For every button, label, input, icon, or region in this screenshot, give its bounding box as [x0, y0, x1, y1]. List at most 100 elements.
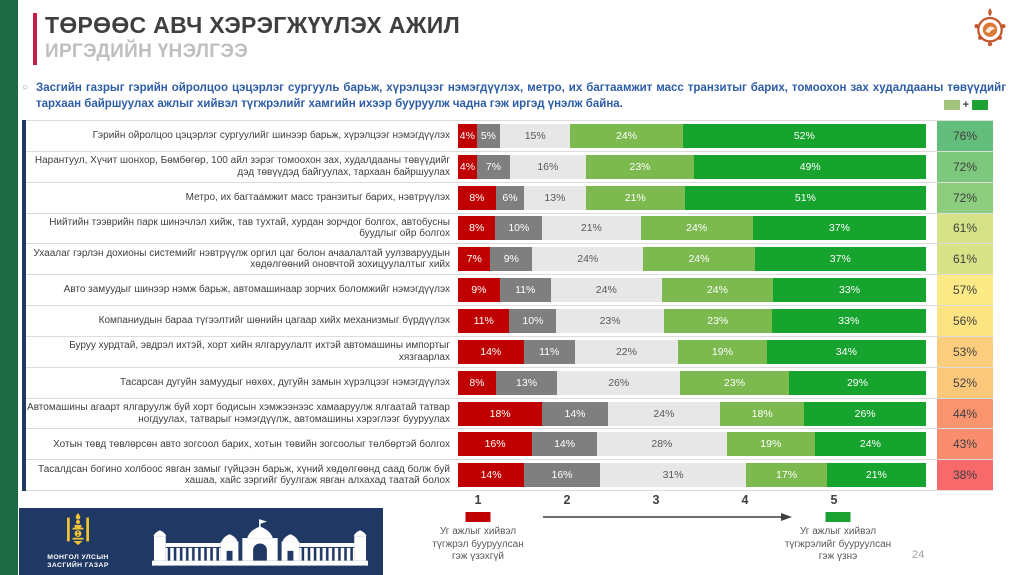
bar-segment-rating-1: 14%	[458, 339, 524, 364]
stacked-bar: 14% 11% 22% 19% 34%	[458, 339, 926, 364]
row-label: Авто замуудыг шинээр нэмж барьж, автомаш…	[63, 284, 450, 296]
row-label: Хотын төвд төвлөрсөн авто зогсоол барих,…	[53, 438, 450, 450]
legend-top-right: +	[943, 99, 988, 111]
bar-segment-rating-2: 14%	[532, 432, 598, 457]
row-label: Автомашины агаарт ялгаруулж буй хорт бод…	[27, 402, 450, 425]
caption-right-swatch	[825, 512, 851, 522]
bar-segment-rating-2: 10%	[495, 216, 543, 241]
chart-row: Тасалдсан богино холбоос явган замыг гүй…	[26, 460, 993, 492]
stacked-bar: 8% 10% 21% 24% 37%	[458, 216, 926, 241]
row-label: Тасалдсан богино холбоос явган замыг гүй…	[38, 463, 450, 487]
bar-segment-rating-4: 24%	[661, 278, 774, 303]
bar-segment-rating-5: 52%	[682, 123, 926, 148]
bar-segment-rating-5: 37%	[752, 216, 926, 241]
chart-row: Авто замуудыг шинээр нэмж барьж, автомаш…	[26, 275, 993, 307]
total-cell: 61%	[937, 244, 993, 275]
page-title: ТӨРӨӨС АВЧ ХЭРЭГЖҮҮЛЭХ АЖИЛ	[45, 12, 461, 38]
caption-right: Уг ажлыг хийвэл түгжрэлийг бууруулсан гэ…	[785, 526, 891, 564]
bar-segment-rating-2: 5%	[476, 123, 501, 148]
bar-segment-rating-4: 24%	[570, 123, 683, 148]
row-label: Тасарсан дугуйн замуудыг нөхөх, дугуйн з…	[119, 376, 450, 388]
chart-rows: Гэрийн ойролцоо цэцэрлэг сургуулийг шинэ…	[26, 120, 993, 492]
bar-segment-rating-3: 13%	[524, 185, 586, 210]
stacked-bar: 4% 5% 15% 24% 52%	[458, 123, 926, 148]
bar-segment-rating-4: 18%	[720, 401, 805, 426]
total-cell: 52%	[937, 367, 993, 398]
bar-segment-rating-1: 7%	[458, 247, 491, 272]
government-logo-block: МОНГОЛ УЛСЫН ЗАСГИЙН ГАЗАР	[19, 512, 137, 571]
bar-segment-rating-3: 24%	[532, 247, 644, 272]
row-label: Нийтийн тээврийн парк шинэчлэл хийж, тав…	[49, 216, 450, 240]
bar-segment-rating-5: 29%	[788, 370, 926, 395]
stacked-bar: 11% 10% 23% 23% 33%	[458, 308, 926, 333]
bar-segment-rating-3: 16%	[510, 154, 586, 179]
bar-segment-rating-4: 24%	[640, 216, 753, 241]
stacked-bar: 14% 16% 31% 17% 21%	[458, 463, 926, 488]
bar-segment-rating-3: 22%	[575, 339, 678, 364]
bar-segment-rating-1: 11%	[458, 308, 510, 333]
row-label: Буруу хурдтай, эвдрэл ихтэй, хорт хийн я…	[69, 340, 450, 363]
bar-segment-rating-4: 23%	[680, 370, 789, 395]
bar-segment-rating-4: 23%	[663, 308, 772, 333]
bar-segment-rating-3: 23%	[556, 308, 664, 333]
bar-segment-rating-5: 26%	[804, 401, 926, 426]
legend-light-green-swatch	[943, 100, 960, 110]
total-cell: 38%	[937, 460, 993, 491]
title-accent-bar	[33, 13, 37, 65]
bar-segment-rating-1: 8%	[458, 370, 496, 395]
bar-segment-rating-4: 19%	[677, 339, 767, 364]
chart-row: Метро, их багтаамжит масс транзитыг бари…	[26, 182, 993, 214]
caption-left: Уг ажлыг хийвэл түгжрэл бууруулсан гэж ү…	[432, 526, 524, 564]
total-cell: 43%	[937, 429, 993, 460]
total-cell: 76%	[937, 121, 993, 151]
bar-segment-rating-1: 18%	[458, 401, 543, 426]
footer-banner: МОНГОЛ УЛСЫН ЗАСГИЙН ГАЗАР	[19, 508, 383, 575]
bar-segment-rating-1: 4%	[458, 123, 477, 148]
bar-segment-rating-5: 37%	[754, 247, 926, 272]
page-subtitle: ИРГЭДИЙН ҮНЭЛГЭЭ	[45, 41, 249, 62]
bar-segment-rating-4: 19%	[726, 432, 815, 457]
intro-text: Засгийн газрыг гэрийн ойролцоо цэцэрлэг …	[36, 82, 1006, 110]
government-name-line1: МОНГОЛ УЛСЫН	[47, 553, 109, 561]
chart-row: Автомашины агаарт ялгаруулж буй хорт бод…	[26, 398, 993, 430]
bar-segment-rating-1: 4%	[458, 154, 477, 179]
stacked-bar: 4% 7% 16% 23% 49%	[458, 154, 927, 179]
chart-row: Хотын төвд төвлөрсөн авто зогсоол барих,…	[26, 429, 993, 461]
bar-segment-rating-3: 15%	[500, 123, 571, 148]
caption-right-line3: гэж үзнэ	[818, 551, 858, 562]
bar-segment-rating-2: 10%	[509, 308, 557, 333]
total-cell: 61%	[937, 213, 993, 244]
government-palace-icon	[137, 508, 383, 575]
bar-segment-rating-5: 24%	[814, 432, 927, 457]
bar-segment-rating-2: 7%	[476, 154, 510, 179]
chart-row: Компаниудын бараа түгээлтийг шөнийн цага…	[26, 306, 993, 337]
state-emblem-icon	[972, 6, 1008, 53]
caption-left-line3: гэж үзэхгүй	[451, 551, 505, 562]
row-label: Нарантуул, Хүчит шонхор, Бөмбөгөр, 100 а…	[34, 155, 450, 178]
bar-segment-rating-2: 9%	[490, 247, 533, 272]
axis-tick-5: 5	[830, 493, 838, 507]
axis-tick-4: 4	[741, 493, 749, 507]
government-name-line2: ЗАСГИЙН ГАЗАР	[47, 562, 109, 569]
bar-segment-rating-5: 49%	[694, 154, 927, 179]
caption-right-line1: Уг ажлыг хийвэл	[799, 526, 877, 537]
stacked-bar: 8% 6% 13% 21% 51%	[458, 185, 926, 210]
chart-row: Тасарсан дугуйн замуудыг нөхөх, дугуйн з…	[26, 367, 993, 399]
bar-segment-rating-3: 28%	[597, 432, 727, 457]
caption-left-line2: түгжрэл бууруулсан	[432, 538, 524, 550]
total-cell: 57%	[937, 275, 993, 306]
total-cell: 72%	[937, 151, 993, 182]
total-cell: 56%	[937, 306, 993, 336]
intro-paragraph: ○ Засгийн газрыг гэрийн ойролцоо цэцэрлэг…	[22, 80, 1014, 112]
bar-segment-rating-2: 16%	[524, 463, 600, 488]
axis-tick-3: 3	[652, 493, 660, 507]
chart-row: Нийтийн тээврийн парк шинэчлэл хийж, тав…	[26, 213, 993, 245]
chart-row: Буруу хурдтай, эвдрэл ихтэй, хорт хийн я…	[26, 336, 993, 368]
page-number: 24	[912, 549, 925, 561]
bar-segment-rating-3: 21%	[542, 216, 641, 241]
caption-left-swatch	[465, 512, 491, 522]
bullet-icon: ○	[22, 82, 29, 93]
stacked-bar: 8% 13% 26% 23% 29%	[458, 370, 926, 395]
bar-segment-rating-3: 31%	[599, 463, 747, 488]
bar-segment-rating-4: 21%	[585, 185, 685, 210]
